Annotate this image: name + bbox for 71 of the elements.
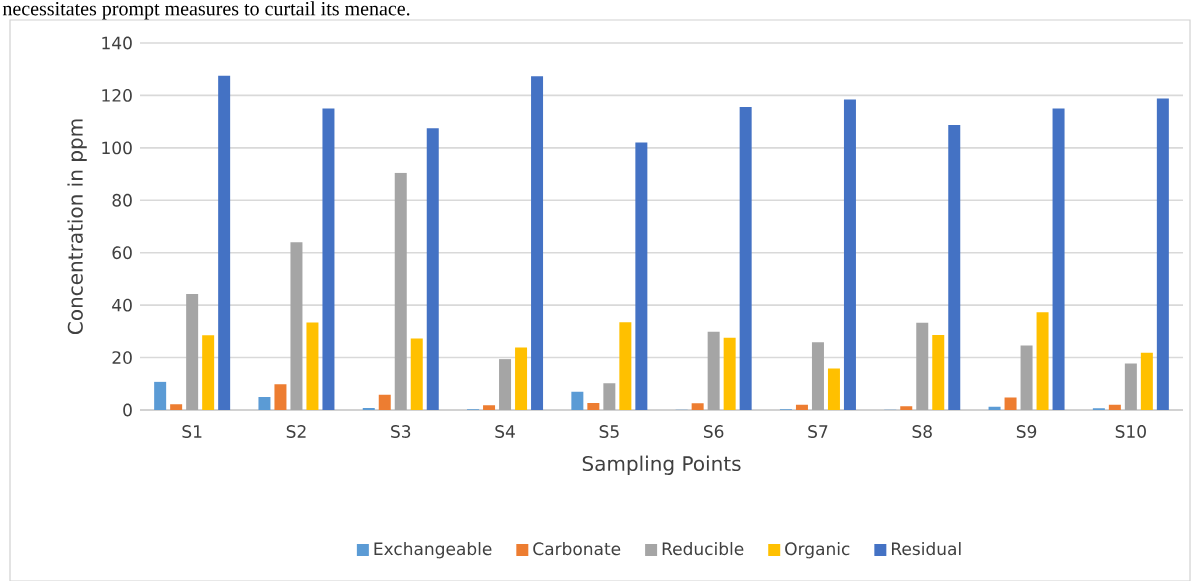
text: necessitates prompt measures to curtail its menace. [2, 1, 410, 20]
legend-label: Carbonate [533, 542, 621, 556]
bar [1020, 345, 1033, 410]
bar [202, 335, 215, 410]
bar [186, 294, 199, 410]
y-tick-label: 20 [112, 351, 132, 364]
legend-label: Reducible [662, 542, 744, 556]
bar [154, 381, 167, 410]
bar [587, 402, 600, 410]
bar [988, 406, 1001, 410]
bar [900, 406, 913, 410]
bar [811, 342, 824, 410]
x-tick-label: S3 [391, 425, 411, 438]
bar [483, 405, 496, 410]
y-tick-label: 0 [123, 403, 132, 417]
bar [1156, 98, 1169, 410]
bar [1052, 108, 1065, 410]
x-axis-title: Sampling Points [582, 455, 741, 476]
x-tick-label: S6 [703, 425, 724, 438]
bar [571, 391, 584, 410]
bar [707, 331, 720, 410]
x-tick-label: S7 [808, 425, 828, 438]
x-tick-label: S10 [1115, 425, 1146, 438]
bar [378, 394, 391, 410]
bar [170, 404, 183, 410]
y-tick-label: 100 [102, 141, 132, 155]
x-tick-label: S5 [599, 425, 619, 438]
x-tick-label: S9 [1016, 425, 1037, 438]
x-tick-label: S4 [495, 425, 515, 438]
bar [322, 108, 335, 410]
y-tick-label: 140 [102, 36, 132, 50]
y-tick-label: 40 [112, 298, 132, 312]
bar [948, 125, 961, 410]
bar [932, 335, 945, 410]
bar [362, 407, 375, 410]
y-tick-label: 80 [112, 193, 132, 207]
bar [515, 347, 528, 410]
bar [619, 322, 632, 410]
bar [218, 75, 231, 410]
bar [531, 76, 544, 410]
bar [258, 396, 271, 410]
bar [827, 368, 840, 410]
bar [795, 404, 808, 410]
bar [603, 383, 616, 410]
x-tick-label: S2 [286, 425, 306, 438]
bar [499, 359, 512, 410]
bar [723, 337, 736, 410]
bar [691, 403, 704, 410]
bar [1140, 352, 1153, 410]
bar [290, 242, 303, 410]
bar [274, 384, 287, 410]
bar [1108, 404, 1121, 410]
bar [1036, 312, 1049, 410]
y-axis-title: Concentration in ppm [67, 119, 87, 335]
bar [410, 338, 423, 410]
y-tick-label: 120 [102, 88, 132, 102]
bar [1124, 363, 1137, 410]
legend-label: Residual [892, 542, 961, 556]
y-tick-label: 60 [112, 246, 132, 260]
bar [1004, 397, 1017, 410]
bar [394, 172, 407, 410]
x-tick-label: S8 [912, 425, 932, 438]
bar [916, 322, 929, 410]
x-tick-label: S1 [182, 425, 202, 438]
bar [306, 322, 319, 410]
bar [635, 142, 648, 410]
bar [739, 106, 752, 410]
legend-label: Organic [785, 542, 850, 559]
bar [843, 99, 856, 410]
bar [426, 128, 439, 410]
legend-label: Exchangeable [374, 542, 492, 559]
